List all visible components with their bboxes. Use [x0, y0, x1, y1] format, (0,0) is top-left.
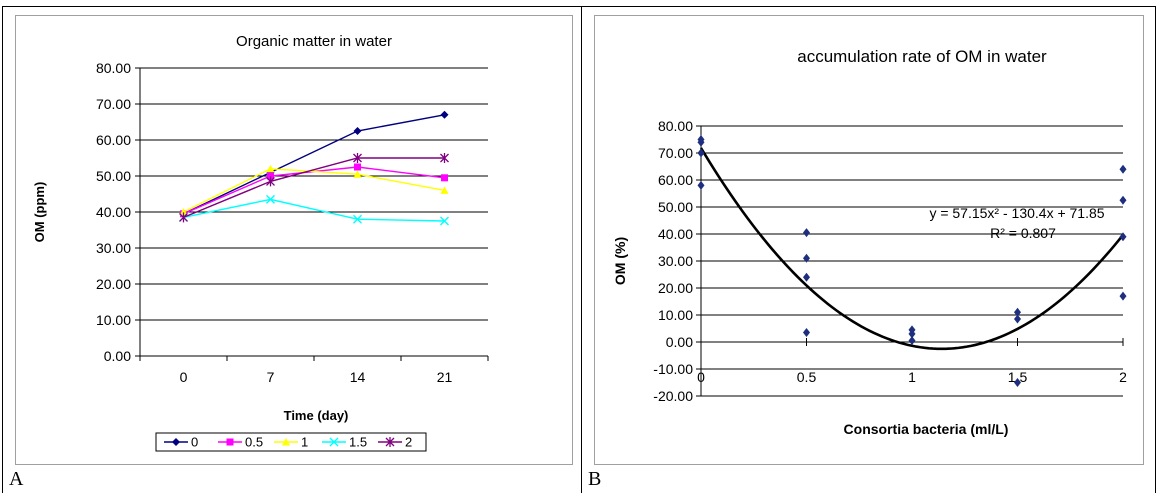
chart-a-series-line-1 — [183, 168, 445, 213]
chart-a-point-1.5 — [266, 194, 275, 204]
chart-b-data-point — [1119, 164, 1127, 174]
chart-b-y-tick-label: 50.00 — [658, 199, 693, 215]
panel-a: Organic matter in water 0.00 10.00 20.00 30.… — [2, 6, 582, 493]
chart-a-y-tick-label: 40.00 — [96, 204, 131, 220]
chart-a-legend-label: 0.5 — [245, 435, 263, 450]
chart-b-x-axis-label: Consortia bacteria (ml/L) — [844, 421, 1009, 437]
chart-b-y-tick-label: 0.00 — [666, 334, 693, 350]
chart-a-y-tick-label: 60.00 — [96, 132, 131, 148]
chart-a-point-1 — [179, 208, 188, 216]
chart-b-trendline-equation: y = 57.15x² - 130.4x + 71.85 — [929, 205, 1104, 221]
chart-b-y-tick-label: -20.00 — [653, 388, 693, 404]
chart-a-point-1 — [440, 186, 449, 194]
panel-b: accumulation rate of OM in water -20.00 -1… — [582, 6, 1156, 493]
chart-a-x-axis-label: Time (day) — [284, 408, 349, 423]
chart-a-svg: Organic matter in water 0.00 10.00 20.00 30.… — [32, 33, 489, 452]
chart-b-data-point — [697, 148, 705, 158]
chart-a-point-2 — [179, 212, 188, 223]
chart-a-y-tick-label: 80.00 — [96, 60, 131, 76]
chart-b-y-tick-label: 30.00 — [658, 253, 693, 269]
chart-a-legend-label: 1 — [301, 435, 308, 450]
chart-b-data-point — [1014, 314, 1021, 324]
chart-a-series-line-2 — [183, 157, 445, 219]
chart-a-series-line-0.5 — [183, 166, 445, 215]
chart-b-data-point — [1119, 291, 1127, 301]
chart-b-x-tick-label: 1.5 — [1008, 369, 1028, 385]
chart-b-x-tick-label: 2 — [1119, 369, 1127, 385]
chart-a-point-0.5 — [354, 163, 361, 171]
chart-b-data-point — [1014, 307, 1021, 317]
chart-a-area: Organic matter in water 0.00 10.00 20.00 30.… — [15, 15, 573, 465]
chart-a-point-1 — [266, 164, 275, 173]
chart-b-y-tick-label: 60.00 — [658, 172, 693, 188]
chart-a-point-0.5 — [441, 174, 448, 182]
chart-b-data-point — [1014, 378, 1021, 387]
chart-a-point-2 — [266, 176, 275, 187]
chart-a-legend-label: 1.5 — [349, 435, 367, 450]
chart-a-series-line-1.5 — [183, 198, 445, 222]
chart-b-title: accumulation rate of OM in water — [797, 47, 1047, 66]
chart-b-svg: accumulation rate of OM in water -20.00 -1… — [612, 47, 1127, 437]
chart-a-point-0 — [353, 127, 362, 135]
chart-a-legend-label: 0 — [191, 435, 198, 450]
chart-b-y-tick-label: 40.00 — [658, 226, 693, 242]
chart-a-point-1.5 — [353, 214, 362, 224]
chart-a-legend-marker — [226, 438, 234, 446]
chart-a-series-line-0 — [183, 114, 445, 215]
chart-b-y-tick-label: 70.00 — [658, 145, 693, 161]
chart-a-point-1.5 — [440, 216, 449, 226]
panel-b-label: B — [588, 468, 602, 490]
chart-a-legend-marker — [385, 437, 395, 447]
chart-a-y-tick-label: 10.00 — [96, 312, 131, 328]
chart-b-data-point — [1119, 195, 1127, 205]
chart-b-data-point — [803, 272, 810, 282]
chart-b-trendline — [699, 147, 1125, 351]
chart-a-x-tick-label: 7 — [267, 369, 275, 385]
chart-a-y-tick-label: 50.00 — [96, 168, 131, 184]
chart-b-x-tick-label: 0 — [697, 369, 705, 385]
chart-b-data-point — [1119, 232, 1127, 242]
chart-a-legend-label: 2 — [405, 435, 412, 450]
chart-a-y-tick-label: 30.00 — [96, 240, 131, 256]
chart-b-y-tick-label: 10.00 — [658, 307, 693, 323]
chart-b-r-squared: R² = 0.807 — [990, 225, 1056, 241]
chart-a-legend-marker — [329, 437, 339, 447]
chart-b-data-point — [803, 228, 810, 238]
chart-a-x-tick-label: 21 — [437, 369, 453, 385]
panel-a-label: A — [9, 468, 24, 490]
chart-a-point-2 — [440, 153, 449, 163]
chart-b-y-axis-label: OM (%) — [612, 237, 628, 285]
chart-b-area: accumulation rate of OM in water -20.00 -1… — [594, 15, 1144, 465]
chart-b-x-tick-label: 0.5 — [797, 369, 817, 385]
chart-a-point-0 — [440, 110, 449, 119]
chart-a-x-tick-label: 14 — [350, 369, 366, 385]
chart-a-x-tick-label: 0 — [180, 369, 188, 385]
chart-a-y-tick-label: 70.00 — [96, 96, 131, 112]
chart-b-data-point — [697, 180, 705, 190]
chart-a-point-1 — [353, 170, 362, 178]
chart-b-y-tick-label: 80.00 — [658, 118, 693, 134]
chart-a-point-0.5 — [267, 172, 274, 180]
chart-b-data-point — [908, 329, 916, 339]
chart-a-point-2 — [353, 153, 362, 163]
chart-a-y-tick-label: 20.00 — [96, 276, 131, 292]
chart-b-data-point — [908, 336, 916, 346]
chart-a-legend-marker — [172, 438, 180, 446]
chart-a-y-axis-label: OM (ppm) — [32, 182, 47, 243]
chart-b-data-point — [803, 328, 810, 338]
chart-a-y-tick-label: 0.00 — [104, 348, 131, 364]
chart-b-data-point — [697, 137, 705, 147]
chart-b-y-tick-label: -10.00 — [653, 361, 693, 377]
chart-b-x-tick-label: 1 — [908, 369, 916, 385]
chart-a-legend-marker — [282, 438, 290, 446]
chart-b-y-tick-label: 20.00 — [658, 280, 693, 296]
chart-a-title: Organic matter in water — [236, 33, 392, 50]
